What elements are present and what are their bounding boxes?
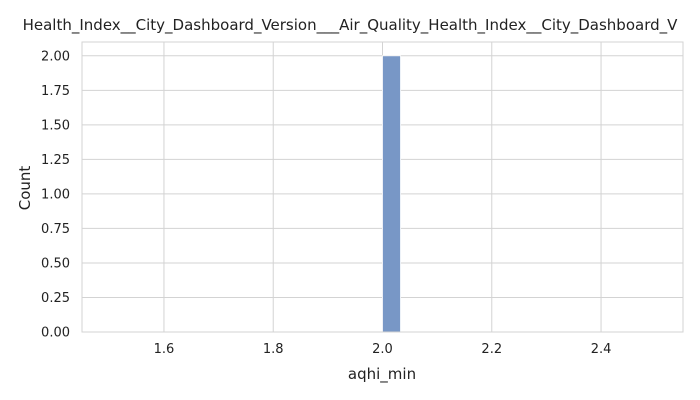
chart-title: Health_Index__City_Dashboard_Version___A… [23,16,679,35]
plot-frame [81,41,684,333]
y-tick-label: 0.25 [41,291,70,306]
x-tick-label: 1.6 [154,342,175,357]
y-tick-label: 1.75 [41,84,70,99]
y-tick-label: 0.50 [41,256,70,271]
y-tick-label: 0.75 [41,222,70,237]
x-tick-label: 1.8 [263,342,284,357]
x-tick-label: 2.2 [481,342,502,357]
y-tick-label: 1.00 [41,187,70,202]
x-tick-label: 2.0 [372,342,393,357]
bars [382,55,401,333]
y-tick-label: 2.00 [41,49,70,64]
plot-border [81,41,684,333]
y-tick-label: 1.25 [41,153,70,168]
histogram-bar [382,55,401,333]
y-tick-label: 0.00 [41,326,70,341]
y-axis-label: Count [16,166,34,211]
x-tick-labels: 1.6 1.8 2.0 2.2 2.4 [154,342,612,357]
x-tick-label: 2.4 [591,342,612,357]
y-tick-label: 1.50 [41,118,70,133]
x-axis-label: aqhi_min [348,365,416,384]
y-tick-labels: 0.00 0.25 0.50 0.75 1.00 1.25 1.50 1.75 2.00 [41,49,70,340]
